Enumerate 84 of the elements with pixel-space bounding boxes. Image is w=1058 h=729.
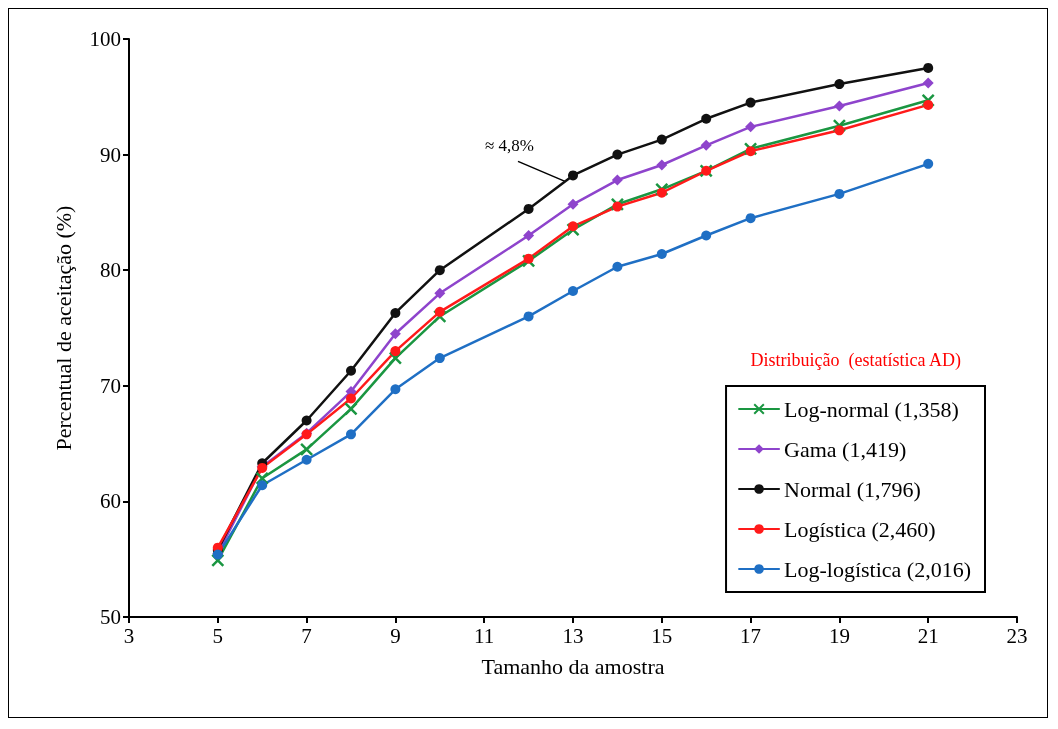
point	[745, 121, 757, 133]
point	[745, 97, 756, 108]
x-tick-label: 13	[562, 623, 584, 648]
point	[656, 249, 667, 260]
x-tick-label: 7	[301, 623, 312, 648]
point	[922, 77, 934, 89]
point	[700, 139, 712, 151]
point	[301, 454, 312, 465]
point	[832, 118, 847, 133]
point	[568, 221, 578, 232]
point	[923, 158, 934, 169]
point	[656, 134, 667, 145]
point	[566, 222, 580, 237]
x-tick-label: 9	[390, 623, 401, 648]
point	[655, 182, 669, 197]
point	[390, 384, 401, 395]
point	[612, 261, 623, 272]
point	[745, 146, 756, 157]
point	[523, 311, 534, 322]
y-tick-label: 80	[100, 258, 121, 283]
x-tick-label: 17	[740, 623, 762, 648]
x-tick-label: 19	[828, 623, 850, 648]
point	[610, 197, 625, 212]
point	[921, 93, 935, 108]
x-tick-label: 15	[651, 623, 673, 648]
x-tick-label: 11	[474, 623, 495, 648]
point	[923, 99, 934, 110]
point	[299, 442, 314, 457]
point	[255, 471, 269, 486]
point	[257, 480, 268, 491]
point	[568, 286, 578, 297]
y-tick-label: 100	[89, 27, 121, 51]
y-tick-label: 60	[100, 489, 121, 514]
legend-label: Log-logística (2,016)	[784, 556, 972, 582]
x-tick-label: 21	[917, 623, 939, 648]
point	[434, 306, 445, 317]
point	[390, 346, 401, 357]
point	[612, 201, 623, 212]
point	[833, 100, 845, 112]
point	[834, 188, 845, 199]
point	[745, 213, 756, 224]
point	[523, 230, 535, 242]
point	[523, 203, 534, 214]
x-tick-label: 3	[123, 623, 135, 648]
point	[344, 402, 358, 416]
point	[701, 113, 712, 124]
y-tick-label: 70	[100, 373, 121, 398]
legend-label: Normal (1,796)	[784, 476, 921, 502]
point	[834, 79, 845, 90]
point	[743, 142, 758, 156]
point	[388, 351, 403, 365]
x-tick-label: 23	[1006, 623, 1028, 648]
point	[390, 307, 401, 318]
point	[612, 149, 623, 160]
point	[434, 265, 445, 276]
y-tick-label: 90	[100, 142, 121, 167]
point	[568, 170, 578, 181]
x-axis-title: Tamanho da amostra	[481, 653, 665, 679]
point	[389, 328, 401, 340]
point	[923, 62, 934, 73]
point	[434, 287, 446, 299]
point	[211, 553, 225, 568]
y-tick-label: 50	[100, 605, 121, 629]
legend-label: Gama (1,419)	[784, 436, 907, 462]
point	[523, 253, 534, 264]
legend-label: Log-normal (1,358)	[784, 396, 959, 422]
point	[433, 309, 447, 324]
legend-label: Logística (2,460)	[784, 516, 936, 542]
point	[834, 125, 845, 136]
legend-title: Distribuição (estatística AD)	[750, 350, 962, 371]
point	[346, 393, 356, 404]
point	[656, 159, 668, 171]
point	[656, 187, 667, 198]
x-tick-label: 5	[212, 623, 224, 648]
point	[611, 174, 623, 186]
annotation: ≈ 4,8%	[485, 136, 534, 156]
point	[567, 198, 579, 210]
point	[301, 415, 312, 426]
y-axis-title: Percentual de aceitação (%)	[50, 205, 76, 451]
point	[346, 429, 356, 440]
point	[434, 353, 445, 364]
point	[521, 254, 536, 268]
point	[346, 365, 356, 376]
point	[701, 230, 712, 241]
